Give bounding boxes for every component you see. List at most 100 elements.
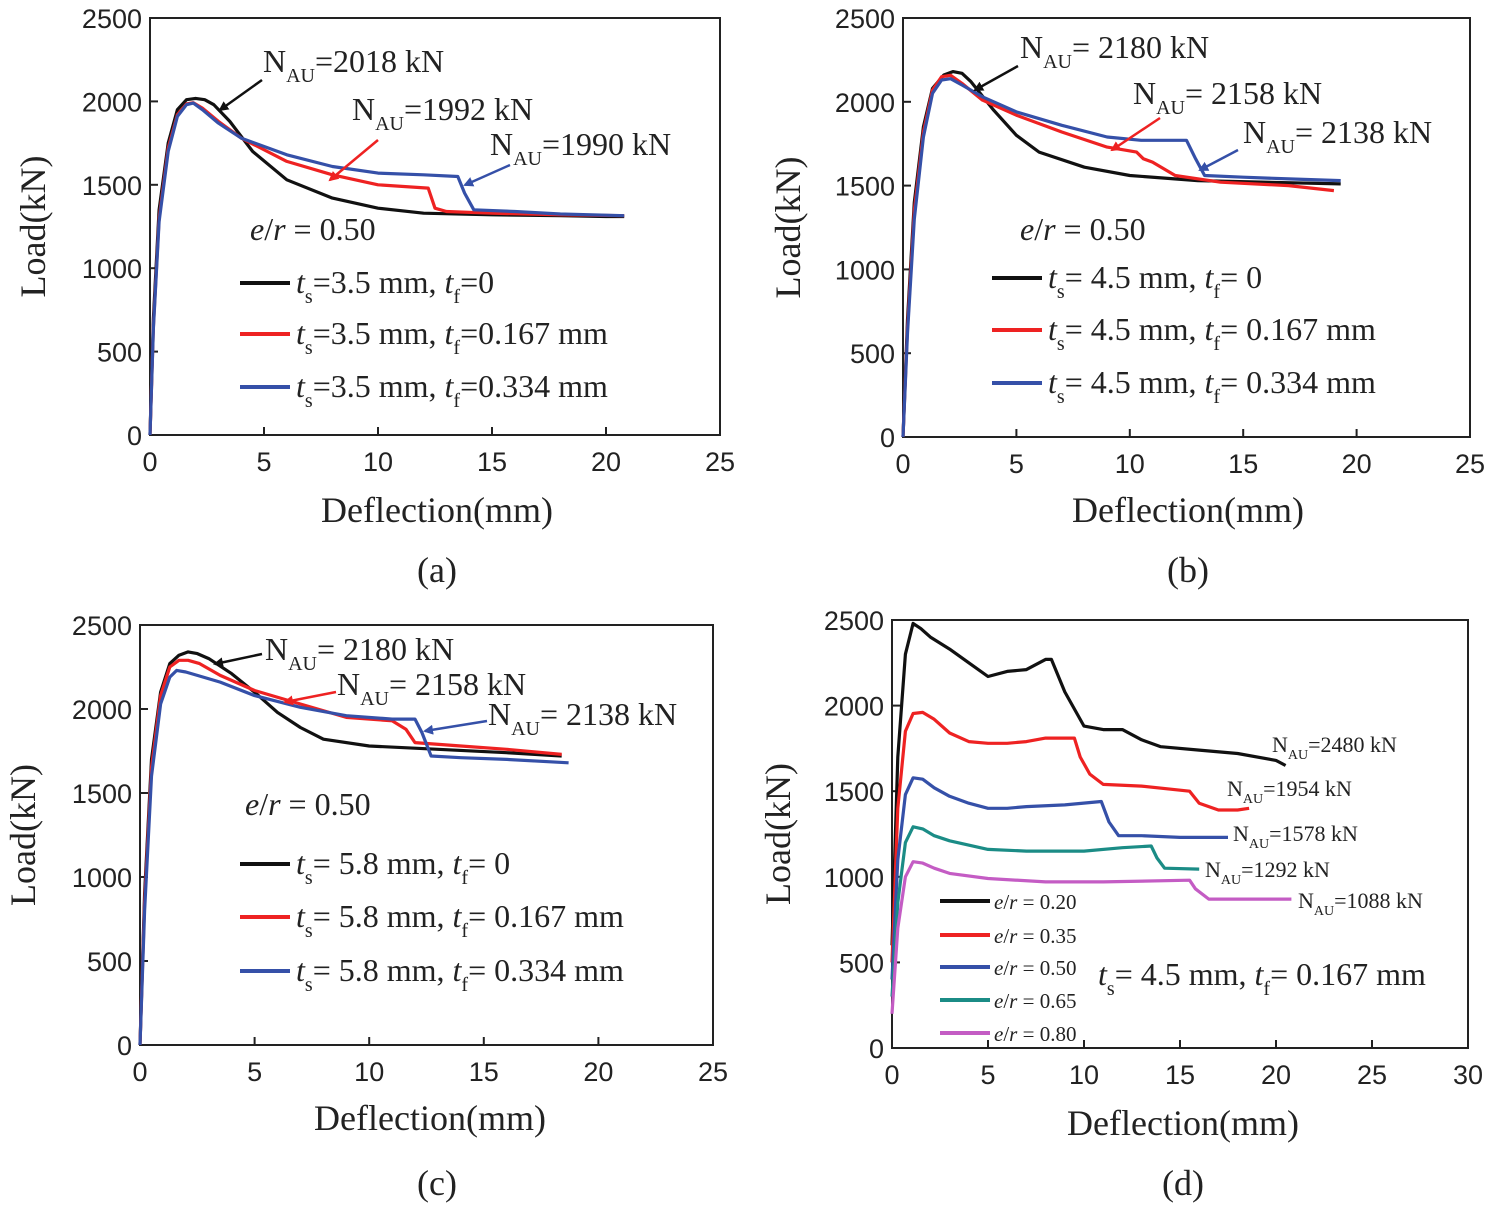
y-tick-label: 500 <box>850 339 895 369</box>
y-axis-label: Load(kN) <box>758 763 798 905</box>
panel-d: 0 5 10 15 20 25 30 0 500 1000 1500 2000 2500 Deflecti… <box>758 606 1483 1203</box>
legend-value: = 0.65 <box>1017 989 1076 1013</box>
condition-value: = 0.50 <box>281 786 371 822</box>
legend-entry: ts= 4.5 mm, tf= 0 <box>1048 259 1262 303</box>
annotation-sub-au: AU <box>288 653 317 675</box>
legend-t: t <box>296 264 306 300</box>
x-axis-label: Deflection(mm) <box>314 1098 546 1138</box>
annotation-value: = 2138 kN <box>1295 114 1432 150</box>
annotation-n: N <box>1227 776 1243 801</box>
annotation-arrow-red <box>283 690 337 706</box>
legend-value-1: = 4.5 mm, <box>1065 364 1205 400</box>
legend-value-2: = 0 <box>468 845 510 881</box>
legend-value-2: = 0.334 mm <box>468 952 624 988</box>
legend-t: t <box>453 845 463 881</box>
x-axis-label: Deflection(mm) <box>1067 1103 1299 1143</box>
legend-entry: ts= 4.5 mm, tf= 0.167 mm <box>1048 311 1376 355</box>
legend-t: t <box>1205 364 1215 400</box>
x-tick-label: 25 <box>1455 449 1485 479</box>
panel-caption: (a) <box>417 550 457 590</box>
annotation-arrow-black <box>213 652 263 668</box>
condition-slash: / <box>1034 211 1043 247</box>
condition-e: e <box>250 211 264 247</box>
x-tick-label: 25 <box>705 447 735 477</box>
annotation-sub-au: AU <box>511 718 540 740</box>
legend-sub-f: f <box>1213 281 1220 303</box>
legend-slash: / <box>1003 989 1009 1013</box>
legend-slash: / <box>1003 924 1009 948</box>
legend-value-1: = 5.8 mm, <box>313 845 453 881</box>
annotation-arrow-blue <box>463 163 511 187</box>
legend-e: e <box>994 1022 1003 1046</box>
annotation-sub-au: AU <box>1266 136 1295 158</box>
y-tick-label: 0 <box>869 1034 884 1064</box>
condition-value-1: = 4.5 mm, <box>1115 956 1255 992</box>
legend-e: e <box>994 989 1003 1013</box>
legend-t: t <box>1048 364 1058 400</box>
y-axis-label: Load(kN) <box>768 157 808 299</box>
series-line-blue <box>901 77 1341 438</box>
legend-sub-s: s <box>305 974 313 996</box>
panel-caption: (c) <box>417 1163 457 1203</box>
annotation-value: =1578 kN <box>1269 821 1358 846</box>
peak-load-annotation: NAU=2480 kN <box>1272 732 1397 763</box>
legend-sub-s: s <box>305 920 313 942</box>
x-tick-label: 0 <box>132 1057 147 1087</box>
legend-entry: ts=3.5 mm, tf=0 <box>296 264 494 308</box>
legend-entry: e/r = 0.20 <box>994 890 1076 914</box>
panel-caption: (b) <box>1167 550 1209 590</box>
condition-slash: / <box>259 786 268 822</box>
annotation-n: N <box>263 43 286 79</box>
annotation-arrow-blue <box>1198 148 1239 172</box>
legend-sub-f: f <box>461 974 468 996</box>
y-axis-label: Load(kN) <box>13 156 53 298</box>
legend-sub-f: f <box>1213 386 1220 408</box>
x-tick-label: 10 <box>1069 1060 1099 1090</box>
annotation-sub-au: AU <box>1314 904 1334 919</box>
series-line-blue <box>138 668 569 1046</box>
condition-value-2: = 0.167 mm <box>1270 956 1426 992</box>
annotation-value: =1990 kN <box>542 126 671 162</box>
annotation-n: N <box>1298 888 1314 913</box>
legend-t: t <box>453 952 463 988</box>
y-tick-label: 2500 <box>835 4 895 34</box>
y-tick-label: 2500 <box>824 606 884 636</box>
x-tick-label: 5 <box>247 1057 262 1087</box>
x-tick-label: 15 <box>469 1057 499 1087</box>
panel-caption: (d) <box>1162 1163 1204 1203</box>
legend-value-1: = 5.8 mm, <box>313 898 453 934</box>
annotation-value: = 2180 kN <box>317 631 454 667</box>
legend-t: t <box>1048 259 1058 295</box>
plot-frame <box>149 17 721 436</box>
legend-sub-f: f <box>461 920 468 942</box>
condition-r: r <box>1043 211 1056 247</box>
x-tick-label: 10 <box>363 447 393 477</box>
x-tick-label: 20 <box>1342 449 1372 479</box>
y-tick-label: 500 <box>839 948 884 978</box>
annotation-sub-au: AU <box>1249 837 1269 852</box>
legend-sub-f: f <box>461 867 468 889</box>
annotation-value: = 2158 kN <box>389 666 526 702</box>
annotation-value: =2018 kN <box>315 43 444 79</box>
legend-sub-f: f <box>453 337 460 359</box>
condition-t: t <box>1098 956 1108 992</box>
annotation-value: =2480 kN <box>1308 732 1397 757</box>
y-tick-label: 1500 <box>82 171 142 201</box>
legend-r: r <box>1009 924 1018 948</box>
legend-t: t <box>296 952 306 988</box>
legend-value: = 0.35 <box>1017 924 1076 948</box>
legend-sub-s: s <box>305 390 313 412</box>
legend-value-1: = 5.8 mm, <box>313 952 453 988</box>
y-tick-label: 1500 <box>824 777 884 807</box>
legend-t: t <box>453 898 463 934</box>
annotation-arrow-red <box>328 139 379 182</box>
y-tick-label: 1000 <box>82 254 142 284</box>
legend-t: t <box>296 898 306 934</box>
x-tick-label: 15 <box>477 447 507 477</box>
peak-load-annotation: NAU=1292 kN <box>1205 857 1330 888</box>
peak-load-annotation: NAU=1954 kN <box>1227 776 1352 807</box>
legend-r: r <box>1009 1022 1018 1046</box>
x-tick-label: 10 <box>354 1057 384 1087</box>
legend-t: t <box>296 368 306 404</box>
